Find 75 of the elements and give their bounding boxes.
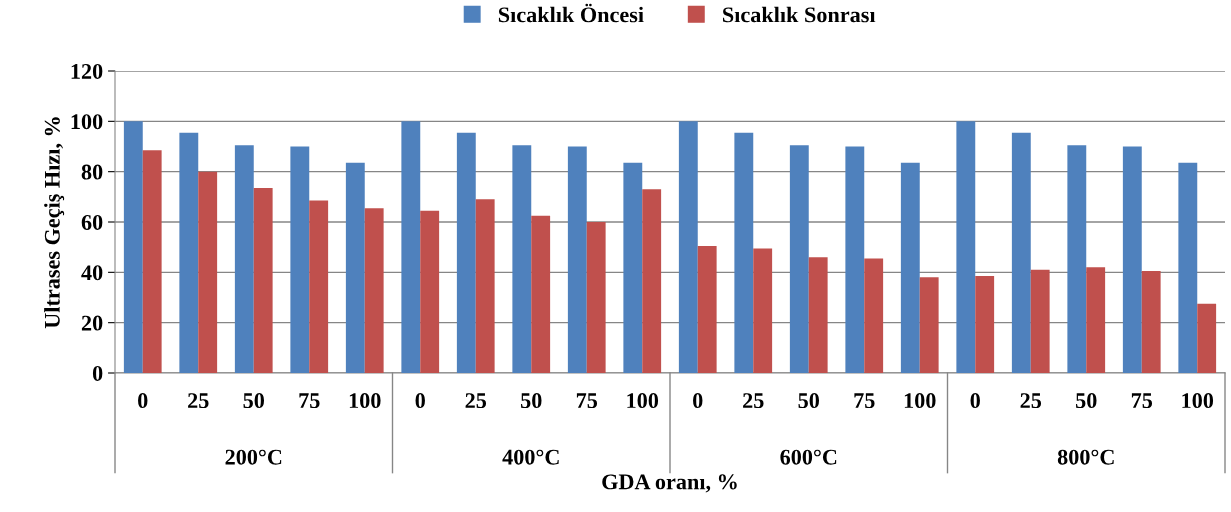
- bar: [401, 121, 421, 373]
- x-tick-label: 100: [627, 393, 659, 409]
- bar: [1011, 132, 1031, 373]
- x-tick-label: 0: [415, 393, 425, 409]
- y-tick-label: 0: [92, 365, 103, 381]
- bar: [1122, 146, 1142, 373]
- x-tick-label: 25: [188, 393, 209, 409]
- bar: [956, 121, 976, 373]
- bar: [1197, 303, 1217, 373]
- x-tick-label: 50: [1076, 393, 1097, 409]
- x-tick-label: 75: [1131, 393, 1153, 409]
- legend-label: Sıcaklık Sonrası: [723, 6, 876, 23]
- legend-label: Sıcaklık Öncesi: [498, 3, 644, 23]
- text: 200°C: [225, 449, 282, 465]
- bar: [623, 162, 643, 373]
- bar: [142, 150, 162, 373]
- x-tick-label: 100: [904, 393, 936, 409]
- bar: [198, 171, 218, 373]
- y-tick-label: 20: [81, 315, 103, 331]
- bar: [900, 162, 920, 373]
- x-tick-label: 25: [1020, 393, 1042, 409]
- bar: [364, 208, 384, 373]
- text: 800°C: [1057, 449, 1114, 465]
- text: 600°C: [780, 449, 837, 465]
- bar: [919, 277, 939, 373]
- bar: [253, 188, 273, 373]
- bar: [420, 210, 440, 373]
- text: 400°C: [502, 449, 559, 465]
- bar: [642, 189, 662, 373]
- bar: [753, 248, 773, 373]
- y-tick-label: 60: [81, 214, 103, 230]
- x-tick-label: 50: [798, 393, 820, 409]
- bar: [567, 146, 587, 373]
- y-tick-label: 40: [81, 265, 103, 281]
- x-tick-label: 75: [854, 393, 875, 409]
- y-tick-label: 100: [71, 114, 103, 130]
- y-axis-title: Ultrases Geçiş Hızı, %: [44, 117, 65, 329]
- bar: [1178, 162, 1198, 373]
- bar: [290, 146, 310, 373]
- x-tick-label: 75: [576, 393, 598, 409]
- bar: [697, 245, 717, 373]
- x-tick-label: 25: [743, 393, 764, 409]
- y-tick-label: 120: [71, 63, 103, 79]
- x-tick-label: 75: [299, 393, 320, 409]
- bar: [845, 146, 865, 373]
- x-tick-label: 50: [243, 393, 265, 409]
- bar: [975, 276, 995, 373]
- bar: [456, 132, 476, 373]
- x-tick-label: 0: [970, 393, 980, 409]
- bar: [864, 258, 884, 373]
- bar: [345, 162, 365, 373]
- bar: [531, 215, 551, 373]
- x-tick-label: 0: [693, 393, 703, 409]
- x-tick-label: 100: [1182, 393, 1214, 409]
- bar: [808, 257, 828, 373]
- bar: [789, 145, 809, 373]
- bar: [678, 121, 698, 373]
- bar: [234, 145, 254, 373]
- x-tick-label: 100: [349, 393, 381, 409]
- bar: [734, 132, 754, 373]
- bar: [179, 132, 199, 373]
- bar: [586, 222, 606, 373]
- bar: [1067, 145, 1087, 373]
- bar: [1141, 271, 1161, 373]
- bar: [1030, 269, 1050, 373]
- y-tick-label: 80: [81, 164, 103, 180]
- bar: [475, 199, 495, 373]
- bar: [123, 121, 143, 373]
- bar: [1086, 267, 1106, 373]
- x-tick-label: 50: [521, 393, 542, 409]
- x-axis-title: GDA oranı, %: [602, 474, 737, 493]
- x-tick-label: 0: [138, 393, 148, 409]
- bar: [309, 200, 329, 373]
- x-tick-label: 25: [465, 393, 487, 409]
- bar: [512, 145, 532, 373]
